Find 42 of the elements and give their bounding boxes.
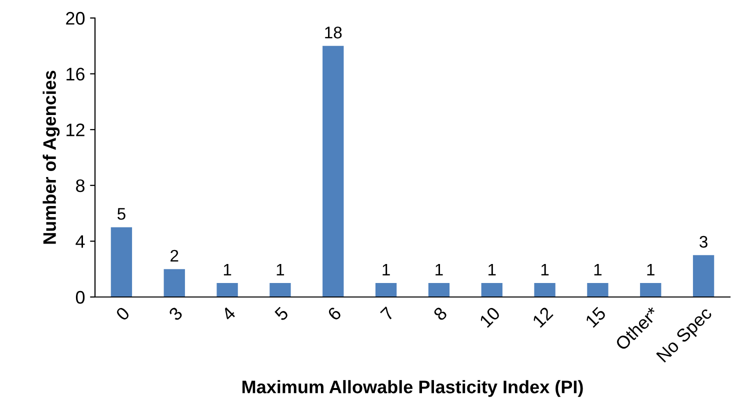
x-tick-label: 15 [584,306,607,328]
x-tick-label: 4 [220,306,236,322]
data-label: 1 [276,264,284,276]
data-label: 1 [488,264,496,276]
bar [110,227,132,297]
bar [216,283,238,297]
y-tick-label: 12 [66,124,84,136]
x-tick-label: 3 [168,306,184,322]
x-tick-label: 5 [274,306,290,322]
bar [322,46,344,297]
data-label: 1 [594,264,602,276]
y-tick-label: 20 [66,12,85,25]
x-tick-label: 8 [432,306,448,322]
x-axis-title: Maximum Allowable Plasticity Index (PI) [242,380,583,397]
bar [164,269,185,297]
bar [428,283,450,297]
data-label: 1 [436,264,443,276]
x-tick-label: 12 [532,306,554,328]
x-tick-label: 6 [327,306,342,322]
bar [481,283,502,297]
y-tick-label: 8 [76,179,84,192]
data-label: 3 [700,236,708,248]
x-tick-label: 10 [478,306,501,328]
data-label: 18 [325,26,342,38]
bar [270,283,291,297]
bar [534,283,556,297]
bar [692,255,714,297]
data-label: 1 [224,264,232,276]
y-axis-title: Number of Agencies [42,70,60,244]
bar [640,283,662,297]
y-tick-label: 16 [66,68,84,81]
data-label: 1 [647,264,654,276]
x-tick-label: 7 [380,306,395,322]
bar [375,283,397,297]
data-label: 5 [117,208,126,220]
y-tick-label: 0 [76,290,85,304]
data-label: 1 [382,264,390,276]
y-tick-label: 4 [76,235,85,248]
data-label: 1 [541,264,549,276]
data-label: 2 [170,250,178,262]
x-tick-label: 0 [115,306,130,322]
bar [587,283,608,297]
